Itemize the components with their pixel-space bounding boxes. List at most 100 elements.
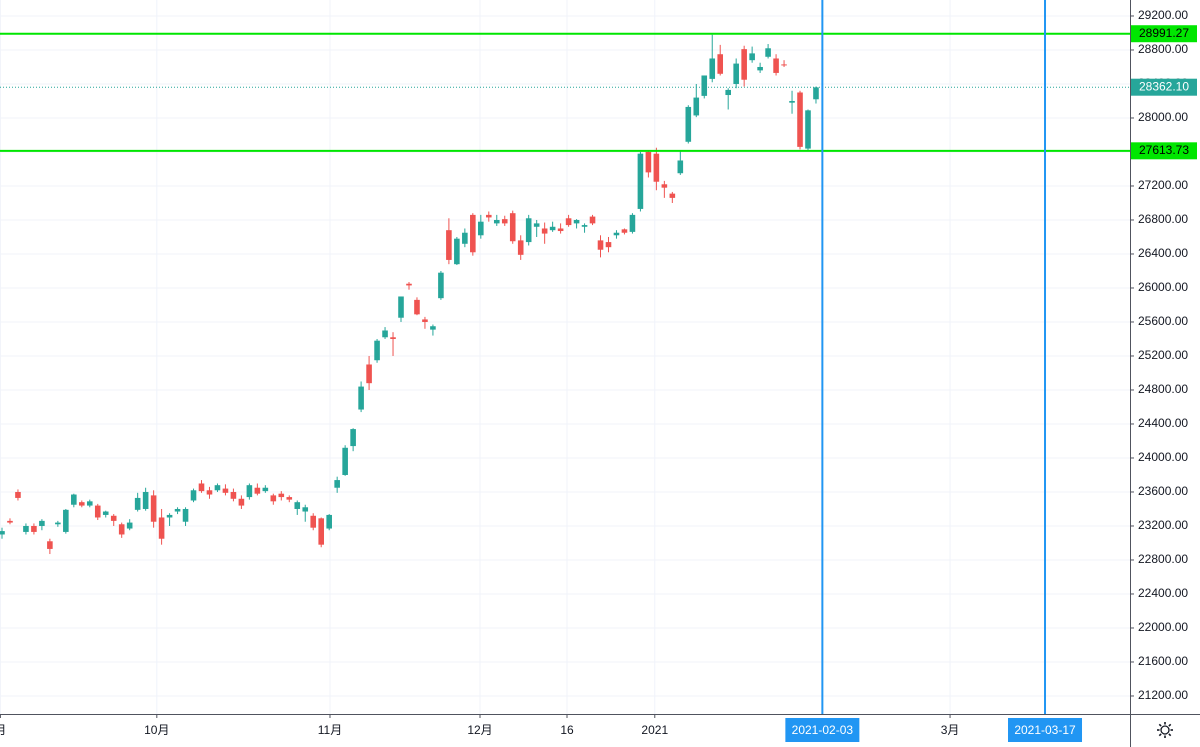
candle-body	[71, 494, 77, 505]
candle-body	[573, 219, 580, 224]
candle-body	[773, 58, 779, 73]
settings-icon[interactable]	[1157, 722, 1173, 738]
drawings	[0, 0, 1130, 714]
price-label-box	[1131, 142, 1197, 160]
candle-body	[621, 229, 628, 233]
candle-body	[645, 151, 652, 173]
y-tick-label: 26400.00	[1138, 246, 1188, 260]
y-tick-label: 22400.00	[1138, 586, 1188, 600]
candle-body	[557, 228, 564, 232]
x-tick-label: 2021	[641, 723, 668, 737]
candle-body	[47, 541, 53, 549]
time-axis	[0, 714, 1200, 747]
candle-body	[318, 518, 324, 545]
candle-body	[430, 326, 436, 330]
candle-body	[693, 97, 700, 116]
candle-body	[262, 487, 269, 492]
candle-body	[150, 495, 157, 522]
candle-body	[63, 509, 69, 532]
y-tick-label: 27200.00	[1138, 178, 1188, 192]
candle-body	[454, 238, 460, 265]
x-tick-label: 12月	[467, 723, 492, 737]
candle-body	[725, 89, 731, 96]
candle-body	[597, 240, 604, 250]
candle-body	[118, 524, 125, 535]
y-tick-label: 21200.00	[1138, 688, 1188, 702]
y-tick-label: 24000.00	[1138, 450, 1188, 464]
date-label: 2021-03-17	[1014, 723, 1076, 737]
y-tick-label: 28000.00	[1138, 110, 1188, 124]
candle-body	[246, 485, 253, 498]
candle-body	[661, 184, 668, 188]
price-label-box	[1131, 78, 1197, 96]
candle-body	[446, 230, 452, 260]
candle-body	[126, 522, 133, 529]
candle-body	[422, 319, 428, 322]
candle-body	[214, 485, 221, 491]
candle-body	[166, 514, 173, 518]
candle-body	[39, 520, 45, 526]
candle-body	[238, 498, 245, 506]
candle-body	[677, 160, 684, 174]
candle-body	[86, 501, 93, 506]
candle-body	[102, 511, 109, 515]
candle-body	[230, 491, 237, 499]
candle-body	[781, 64, 787, 66]
y-tick-label: 21600.00	[1138, 654, 1188, 668]
candle-body	[805, 110, 811, 149]
candle-body	[789, 100, 795, 103]
candle-body	[605, 242, 612, 248]
candle-body	[222, 488, 229, 493]
candle-body	[629, 214, 636, 232]
y-tick-label: 25200.00	[1138, 348, 1188, 362]
candle-body	[286, 497, 293, 500]
candle-body	[565, 218, 572, 226]
candle-body	[501, 219, 508, 224]
date-label-box	[785, 718, 860, 742]
candle-body	[549, 226, 556, 231]
candle-body	[326, 514, 332, 529]
candle-body	[358, 386, 364, 410]
candle-body	[55, 522, 61, 525]
date-label-box	[1008, 718, 1083, 742]
candle-body	[7, 520, 13, 523]
candle-body	[294, 502, 301, 509]
candle-body	[478, 221, 484, 236]
candle-body	[110, 515, 117, 521]
candle-body	[382, 330, 388, 338]
candle-body	[15, 491, 21, 498]
candle-body	[342, 447, 348, 475]
y-tick-label: 22800.00	[1138, 552, 1188, 566]
candle-body	[350, 429, 356, 447]
y-tick-label: 26000.00	[1138, 280, 1188, 294]
candle-body	[517, 240, 524, 255]
candle-body	[485, 214, 492, 218]
candle-body	[398, 296, 404, 318]
y-tick-label: 26800.00	[1138, 212, 1188, 226]
y-tick-label: 29200.00	[1138, 8, 1188, 22]
candle-body	[310, 515, 317, 528]
candle-body	[206, 490, 213, 495]
candle-body	[701, 75, 708, 96]
candle-body	[533, 223, 540, 227]
candle-body	[757, 66, 763, 71]
y-tick-label: 23200.00	[1138, 518, 1188, 532]
candle-body	[462, 232, 468, 244]
candle-body	[390, 337, 396, 339]
price-axis	[1130, 0, 1200, 747]
candle-body	[541, 228, 548, 234]
y-tick-label: 23600.00	[1138, 484, 1188, 498]
candle-body	[134, 497, 141, 510]
candle-body	[765, 48, 771, 57]
candle-body	[438, 272, 444, 299]
candle-body	[470, 214, 476, 253]
candle-body	[278, 493, 285, 498]
candle-body	[0, 531, 5, 535]
candle-body	[374, 340, 380, 361]
candle-body	[190, 490, 197, 501]
candle-body	[717, 54, 724, 74]
candles	[0, 34, 819, 555]
date-label: 2021-02-03	[792, 723, 854, 737]
